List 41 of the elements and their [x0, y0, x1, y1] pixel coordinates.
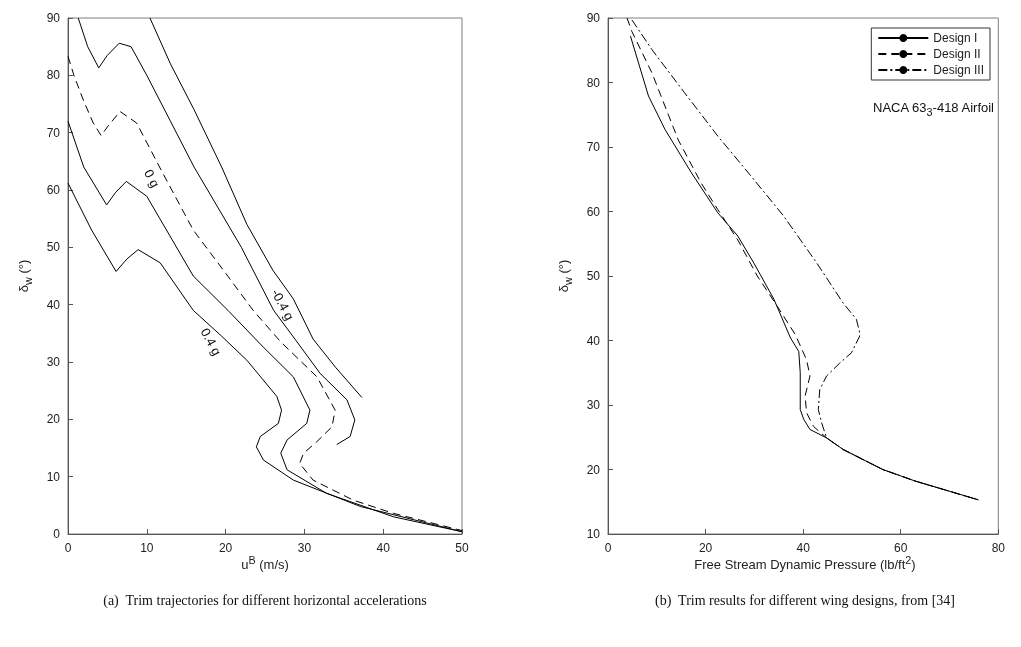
- y-tick-label: 90: [586, 11, 601, 25]
- x-tick-label: 20: [698, 541, 713, 555]
- x-axis-title: Free Stream Dynamic Pressure (lb/ft$^{2}$): [693, 554, 917, 573]
- y-tick-label: 40: [586, 333, 601, 348]
- y-tick-label: 30: [46, 355, 61, 369]
- x-tick-label: 60: [894, 541, 908, 555]
- y-tick-label: 50: [46, 240, 61, 255]
- x-tick-label: 20: [218, 541, 233, 555]
- annotation: 0.4 g: [197, 325, 225, 359]
- y-tick-label: 0: [53, 527, 61, 541]
- x-tick-label: 30: [297, 541, 312, 555]
- legend-label: Design I: [933, 31, 978, 45]
- x-tick-label: 40: [376, 541, 391, 555]
- y-tick-label: 20: [586, 462, 601, 477]
- text: (b) Trim results for different wing designs, from [34]: [655, 592, 955, 609]
- y-tick-label: 30: [586, 398, 601, 412]
- annotation: NACA 63$_{3}$-418 Airfoil: [873, 100, 994, 118]
- x-tick-label: 40: [796, 541, 811, 555]
- y-tick-label: 80: [586, 75, 601, 90]
- x-tick-label: 50: [455, 541, 469, 555]
- legend-label: Design II: [933, 47, 981, 61]
- y-tick-label: 10: [46, 469, 61, 484]
- y-tick-label: 80: [46, 68, 61, 83]
- y-tick-label: 70: [46, 125, 61, 140]
- y-tick-label: 60: [46, 183, 61, 197]
- x-tick-label: 80: [991, 541, 1006, 555]
- y-tick-label: 70: [586, 140, 601, 154]
- x-axis-title: u$^{B}$ (m/s): [240, 554, 290, 573]
- x-tick-label: 0: [64, 541, 72, 555]
- text: (a) Trim trajectories for different horizontal accelerations: [103, 592, 427, 609]
- y-tick-label: 60: [586, 204, 601, 219]
- annotation: -0.4 g: [268, 286, 298, 323]
- y-tick-label: 20: [46, 412, 61, 427]
- y-tick-label: 10: [586, 527, 601, 541]
- x-tick-label: 10: [140, 541, 154, 555]
- annotation: 0 g: [141, 166, 163, 190]
- legend-label: Design III: [933, 63, 985, 77]
- y-tick-label: 50: [586, 269, 601, 283]
- y-tick-label: 90: [46, 11, 61, 25]
- x-tick-label: 0: [604, 541, 612, 555]
- y-tick-label: 40: [46, 297, 61, 312]
